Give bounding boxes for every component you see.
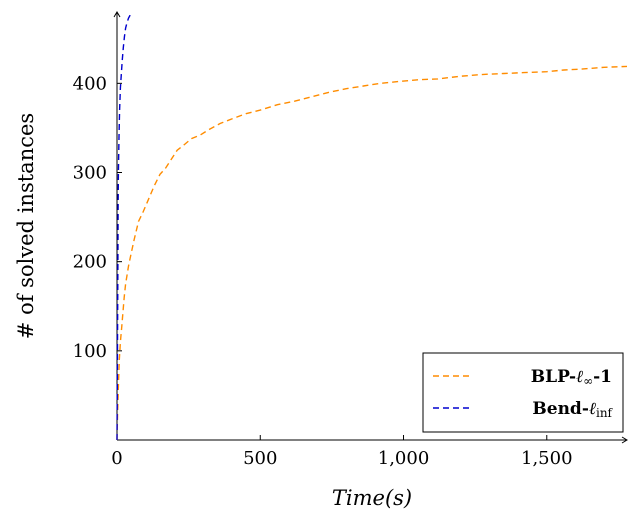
x-axis-title: Time(s) [332,486,412,510]
legend: BLP-ℓ∞-1 Bend-ℓinf [422,352,624,433]
legend-label-blp: BLP-ℓ∞-1 [531,367,612,388]
x-axis-arrow [621,436,628,444]
series-line-blp [116,65,628,441]
y-tick-label: 400 [73,73,107,94]
y-tick-group: 100 200 300 400 [73,73,122,362]
y-tick-label: 200 [73,252,107,273]
series-lines [116,11,628,441]
x-tick-label: 0 [111,448,122,469]
y-tick-label: 300 [73,163,107,184]
y-tick-label: 100 [73,341,107,362]
legend-box [422,352,624,433]
y-axis-title: # of solved instances [14,113,38,339]
x-tick-group: 0 500 1,000 1,500 [111,435,573,469]
legend-label-bend: Bend-ℓinf [532,399,613,420]
x-tick-label: 1,500 [521,448,573,469]
x-tick-label: 1,000 [378,448,430,469]
y-axis-arrow [113,11,121,18]
x-tick-label: 500 [243,448,277,469]
